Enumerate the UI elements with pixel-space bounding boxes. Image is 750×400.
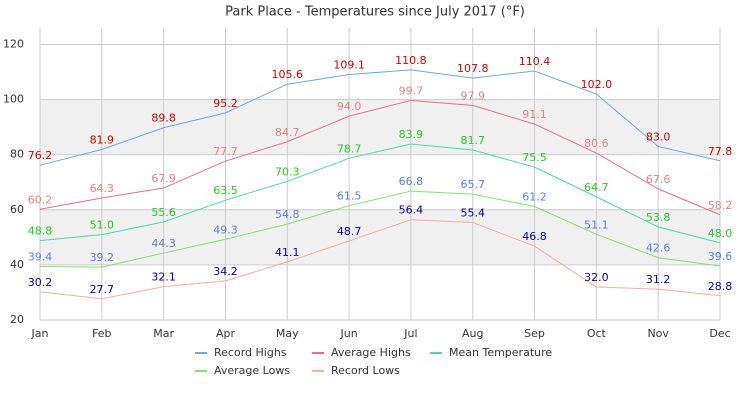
data-label: 48.8 <box>28 225 53 238</box>
x-tick-label: May <box>276 327 299 340</box>
series-line <box>39 190 721 268</box>
data-label: 75.5 <box>522 151 547 164</box>
data-label: 61.5 <box>337 190 362 203</box>
chart-title: Park Place - Temperatures since July 201… <box>225 5 525 20</box>
data-label: 94.0 <box>337 100 362 113</box>
x-tick-label: Sep <box>524 327 545 340</box>
data-label: 63.5 <box>213 184 238 197</box>
data-label: 46.8 <box>522 230 547 243</box>
data-label: 27.7 <box>90 283 115 296</box>
series-line <box>39 219 721 300</box>
x-tick-label: Dec <box>709 327 730 340</box>
x-tick-label: Mar <box>153 327 174 340</box>
data-label: 61.2 <box>522 191 547 204</box>
data-label: 81.7 <box>460 134 485 147</box>
data-label: 110.8 <box>395 54 427 67</box>
data-label: 80.6 <box>584 137 609 150</box>
data-label: 30.2 <box>28 276 53 289</box>
data-label: 64.7 <box>584 181 609 194</box>
data-label: 28.8 <box>708 280 733 293</box>
data-label: 110.4 <box>519 55 551 68</box>
data-label: 89.8 <box>151 112 176 125</box>
x-tick-label: Feb <box>92 327 111 340</box>
data-label: 39.6 <box>708 250 733 263</box>
data-label: 109.1 <box>333 59 365 72</box>
data-label: 60.2 <box>28 193 53 206</box>
data-label: 58.2 <box>708 199 733 212</box>
data-label: 83.0 <box>646 130 671 143</box>
data-label: 51.1 <box>584 218 609 231</box>
y-tick-label: 120 <box>3 38 24 51</box>
legend-label[interactable]: Record Lows <box>331 364 400 377</box>
y-tick-label: 100 <box>3 93 24 106</box>
data-label: 48.7 <box>337 225 362 238</box>
data-label: 95.2 <box>213 97 238 110</box>
data-label: 39.4 <box>28 251 53 264</box>
x-tick-label: Apr <box>216 327 236 340</box>
x-tick-label: Aug <box>462 327 483 340</box>
data-label: 91.1 <box>522 108 547 121</box>
data-label: 83.9 <box>399 128 424 141</box>
data-label: 51.0 <box>90 219 115 232</box>
data-label: 64.3 <box>90 182 115 195</box>
data-label: 77.7 <box>213 145 238 158</box>
data-label: 55.6 <box>151 206 176 219</box>
series-line <box>39 143 721 244</box>
data-label: 105.6 <box>272 68 304 81</box>
data-label: 55.4 <box>460 206 485 219</box>
x-tick-label: Oct <box>587 327 607 340</box>
x-tick-label: Nov <box>647 327 669 340</box>
x-tick-label: Jan <box>31 327 49 340</box>
data-label: 39.2 <box>90 251 115 264</box>
data-label: 97.9 <box>460 89 485 102</box>
data-label: 107.8 <box>457 62 489 75</box>
legend-label[interactable]: Average Highs <box>331 346 411 359</box>
data-label: 42.6 <box>646 242 671 255</box>
legend-label[interactable]: Record Highs <box>214 346 287 359</box>
data-label: 78.7 <box>337 142 362 155</box>
data-label: 102.0 <box>581 78 613 91</box>
data-label: 48.0 <box>708 227 733 240</box>
data-label: 56.4 <box>399 204 424 217</box>
data-label: 32.0 <box>584 271 609 284</box>
x-tick-label: Jun <box>339 327 357 340</box>
data-label: 32.1 <box>151 271 176 284</box>
data-label: 76.2 <box>28 149 53 162</box>
series-line <box>39 69 721 166</box>
y-tick-label: 80 <box>10 148 24 161</box>
y-tick-label: 60 <box>10 203 24 216</box>
data-label: 54.8 <box>275 208 300 221</box>
data-label: 53.8 <box>646 211 671 224</box>
plot-band <box>40 209 720 265</box>
data-label: 70.3 <box>275 165 300 178</box>
data-label: 31.2 <box>646 273 671 286</box>
data-label: 81.9 <box>90 133 115 146</box>
x-tick-label: Jul <box>403 327 417 340</box>
data-label: 99.7 <box>399 84 424 97</box>
data-label: 66.8 <box>399 175 424 188</box>
legend-label[interactable]: Mean Temperature <box>449 346 552 359</box>
legend-label[interactable]: Average Lows <box>214 364 290 377</box>
data-label: 49.3 <box>213 223 238 236</box>
data-label: 41.1 <box>275 246 300 259</box>
data-label: 67.9 <box>151 172 176 185</box>
data-label: 84.7 <box>275 126 300 139</box>
data-label: 67.6 <box>646 173 671 186</box>
data-label: 65.7 <box>460 178 485 191</box>
data-label: 77.8 <box>708 145 733 158</box>
y-tick-label: 40 <box>10 258 24 271</box>
data-label: 34.2 <box>213 265 238 278</box>
data-label: 44.3 <box>151 237 176 250</box>
y-tick-label: 20 <box>10 313 24 326</box>
series-line <box>39 99 721 216</box>
